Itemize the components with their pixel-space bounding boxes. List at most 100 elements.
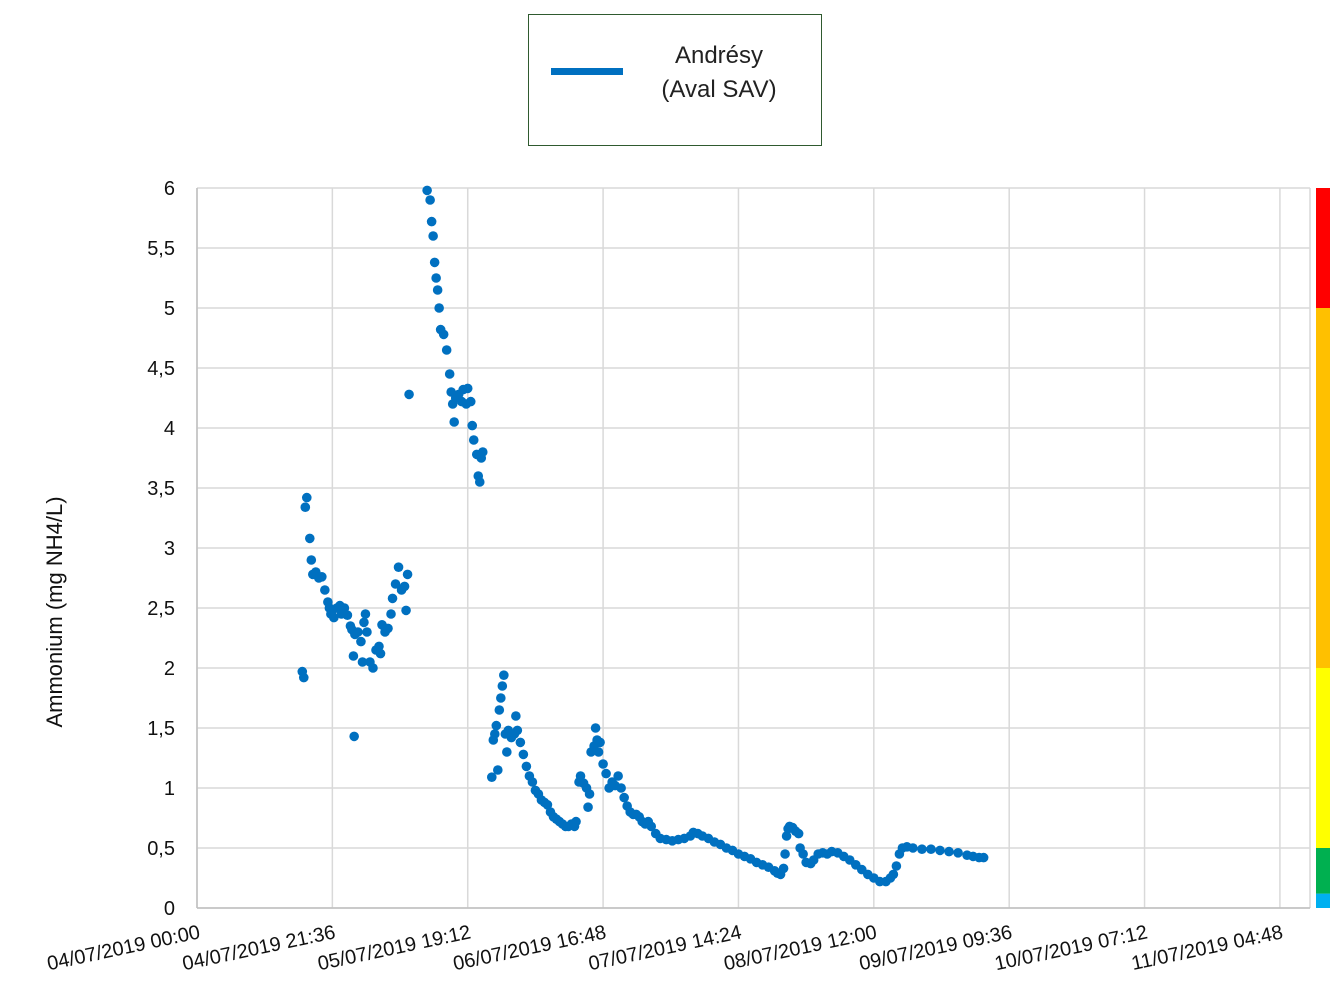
- quality-band: [1316, 188, 1330, 308]
- data-point: [798, 849, 808, 859]
- data-point: [891, 861, 902, 871]
- data-point: [434, 303, 444, 313]
- data-point: [383, 623, 393, 634]
- data-point: [953, 848, 963, 858]
- quality-color-bar: [1316, 188, 1330, 908]
- data-point: [362, 627, 372, 637]
- data-point: [917, 844, 927, 854]
- x-tick-label: 07/07/2019 14:24: [587, 921, 744, 975]
- data-point: [386, 609, 396, 619]
- data-point: [444, 369, 455, 379]
- y-tick-label: 1,5: [147, 718, 175, 740]
- data-point: [404, 389, 414, 400]
- y-tick-label: 4,5: [147, 358, 175, 380]
- y-tick-label: 0: [164, 898, 175, 920]
- y-axis-title: Ammonium (mg NH4/L): [42, 496, 67, 727]
- data-point: [449, 417, 459, 427]
- data-point: [374, 641, 384, 652]
- y-tick-label: 5: [164, 298, 175, 320]
- data-point: [360, 609, 371, 619]
- data-point: [493, 765, 503, 775]
- data-point: [601, 768, 611, 779]
- data-point: [502, 747, 512, 757]
- x-tick-label: 04/07/2019 00:00: [45, 921, 202, 975]
- data-point: [393, 562, 404, 572]
- data-point: [575, 771, 586, 781]
- data-point: [584, 789, 595, 799]
- data-point: [298, 672, 309, 683]
- data-point: [888, 869, 899, 880]
- data-point: [593, 747, 604, 757]
- y-tick-label: 3,5: [147, 478, 175, 500]
- data-point: [431, 273, 441, 283]
- data-point: [428, 231, 438, 241]
- quality-band: [1316, 848, 1330, 894]
- data-point: [619, 792, 629, 803]
- data-point: [375, 648, 386, 659]
- y-tick-label: 4: [164, 418, 175, 440]
- data-point: [300, 502, 311, 512]
- data-point: [425, 195, 435, 205]
- y-tick-label: 6: [164, 178, 175, 200]
- data-point: [518, 749, 529, 760]
- data-point: [571, 816, 581, 827]
- data-point: [521, 761, 532, 772]
- series-andresy: [297, 185, 989, 887]
- data-point: [422, 185, 432, 196]
- data-point: [401, 605, 411, 616]
- data-point: [317, 572, 327, 582]
- data-point: [429, 257, 440, 268]
- data-point: [306, 555, 317, 565]
- gridlines: [196, 187, 1311, 909]
- data-point: [339, 603, 350, 613]
- data-point: [515, 737, 526, 748]
- y-tick-label: 0,5: [147, 838, 175, 860]
- y-axis-ticks: 0 0,5 1 1,5 2 2,5 3 3,5 4 4,5 5 5,5 6: [147, 178, 175, 920]
- data-point: [499, 670, 509, 680]
- data-point: [780, 849, 790, 859]
- data-point: [583, 802, 593, 812]
- y-tick-label: 5,5: [147, 238, 175, 260]
- data-point: [353, 627, 363, 637]
- quality-band: [1316, 668, 1330, 848]
- data-point: [511, 711, 521, 721]
- x-tick-label: 05/07/2019 19:12: [316, 921, 473, 975]
- data-point: [512, 725, 523, 736]
- quality-band: [1316, 893, 1330, 908]
- legend: Andrésy (Aval SAV): [528, 14, 822, 146]
- x-tick-label: 10/07/2019 07:12: [993, 921, 1150, 975]
- data-point: [613, 771, 623, 781]
- x-tick-label: 11/07/2019 04:48: [1130, 921, 1285, 975]
- data-point: [468, 435, 479, 445]
- y-tick-label: 1: [164, 778, 175, 800]
- data-point: [357, 657, 368, 667]
- data-point: [978, 852, 989, 863]
- data-point: [399, 581, 410, 592]
- data-point: [390, 579, 401, 589]
- data-point: [542, 800, 553, 810]
- y-tick-label: 2,5: [147, 598, 175, 620]
- data-point: [320, 585, 330, 595]
- data-point: [646, 821, 657, 832]
- data-point: [402, 569, 413, 580]
- legend-swatch: [551, 68, 623, 75]
- data-point: [462, 383, 473, 394]
- data-point: [935, 845, 945, 856]
- data-point: [494, 705, 505, 715]
- data-point: [778, 863, 789, 874]
- x-tick-label: 08/07/2019 12:00: [722, 921, 879, 975]
- data-point: [486, 772, 497, 782]
- data-point: [432, 285, 443, 295]
- data-point: [342, 610, 353, 620]
- data-point: [491, 720, 502, 731]
- data-point: [387, 593, 398, 604]
- data-point: [301, 492, 312, 503]
- data-point: [348, 651, 359, 661]
- data-point: [438, 329, 449, 340]
- data-point: [329, 612, 339, 623]
- data-point: [305, 533, 315, 544]
- quality-band: [1316, 308, 1330, 668]
- data-point: [349, 731, 359, 742]
